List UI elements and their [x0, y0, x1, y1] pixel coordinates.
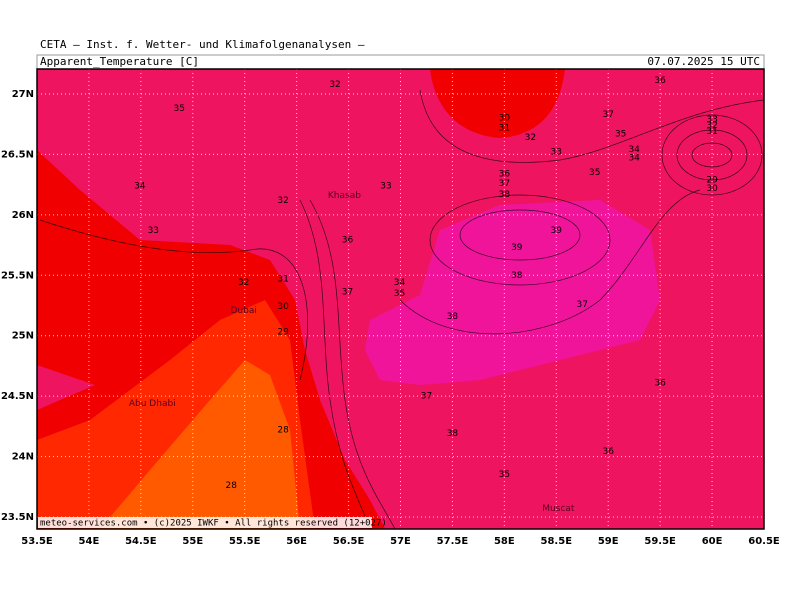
contour-label: 36 — [654, 76, 666, 86]
contour-label: 32 — [238, 278, 249, 288]
contour-label: 37 — [499, 179, 510, 189]
contour-label: 34 — [134, 181, 146, 191]
lat-tick-label: 25.5N — [1, 270, 34, 281]
contour-label: 33 — [148, 226, 159, 236]
contour-label: 29 — [706, 175, 718, 185]
contour-label: 34 — [628, 145, 640, 155]
contour-label: 30 — [706, 184, 718, 194]
variable-name: Apparent_Temperature [C] — [40, 55, 199, 68]
lon-tick-label: 56E — [286, 536, 307, 547]
contour-label: 37 — [421, 392, 432, 402]
lat-tick-label: 27N — [12, 89, 34, 100]
contour-label: 32 — [329, 80, 340, 90]
valid-time: 07.07.2025 15 UTC — [647, 55, 760, 68]
contour-label: 32 — [277, 196, 288, 206]
contour-label: 28 — [277, 425, 289, 435]
lon-tick-label: 57E — [390, 536, 411, 547]
contour-label: 31 — [277, 274, 288, 284]
contour-label: 34 — [628, 154, 640, 164]
contour-label: 39 — [551, 226, 563, 236]
lon-tick-label: 56.5E — [333, 536, 365, 547]
contour-label: 35 — [499, 470, 510, 480]
header-title: CETA — Inst. f. Wetter- und Klimafolgena… — [40, 38, 365, 51]
contour-label: 28 — [225, 481, 237, 491]
lon-tick-label: 54E — [79, 536, 100, 547]
contour-label: 35 — [394, 289, 405, 299]
lat-tick-label: 24.5N — [1, 391, 34, 402]
contour-label: 38 — [447, 312, 459, 322]
place-label: Khasab — [328, 191, 361, 201]
contour-label: 30 — [277, 302, 289, 312]
contour-label: 31 — [706, 127, 717, 137]
contour-label: 36 — [342, 236, 354, 246]
map-frame — [36, 68, 765, 530]
contour-label: 38 — [499, 190, 511, 200]
contour-label: 35 — [174, 104, 185, 114]
contour-label: 32 — [525, 133, 536, 143]
contour-label: 38 — [447, 429, 459, 439]
footer: meteo-services.com • (c)2025 IWKF • All … — [40, 519, 387, 529]
lat-tick-label: 24N — [12, 452, 34, 463]
lon-tick-label: 54.5E — [125, 536, 157, 547]
contour-label: 33 — [706, 115, 717, 125]
contour-label: 35 — [589, 168, 600, 178]
contour-label: 36 — [654, 378, 666, 388]
lon-tick-label: 60E — [702, 536, 723, 547]
lon-tick-label: 57.5E — [437, 536, 469, 547]
contour-label: 33 — [380, 181, 391, 191]
contour-label: 31 — [499, 123, 510, 133]
place-label: Abu Dhabi — [129, 399, 176, 409]
contour-label: 37 — [602, 110, 613, 120]
contour-label: 30 — [499, 114, 511, 124]
lat-tick-label: 26N — [12, 210, 34, 221]
contour-label: 36 — [499, 169, 511, 179]
lon-tick-label: 60.5E — [748, 536, 780, 547]
contour-label: 39 — [511, 243, 523, 253]
contour-label: 37 — [577, 300, 588, 310]
contour-label: 35 — [615, 129, 626, 139]
lat-tick-label: 26.5N — [1, 149, 34, 160]
contour-label: 37 — [342, 288, 353, 298]
place-label: Muscat — [542, 504, 575, 514]
lon-tick-label: 59E — [598, 536, 619, 547]
lat-tick-label: 23.5N — [1, 512, 34, 523]
contour-label: 38 — [511, 271, 523, 281]
lon-tick-label: 58.5E — [541, 536, 573, 547]
contour-label: 33 — [551, 148, 562, 158]
contour-label: 32 — [706, 121, 717, 131]
map-fill — [37, 69, 764, 529]
lon-tick-label: 58E — [494, 536, 515, 547]
footer-box — [38, 517, 372, 528]
contour-label: 29 — [277, 328, 289, 338]
lat-tick-label: 25N — [12, 331, 34, 342]
contour-label: 36 — [602, 447, 614, 457]
contour-label: 34 — [394, 278, 406, 288]
lon-tick-label: 55E — [182, 536, 203, 547]
lon-tick-label: 53.5E — [21, 536, 53, 547]
contour-lines — [39, 89, 764, 529]
lon-tick-label: 55.5E — [229, 536, 261, 547]
lon-tick-label: 59.5E — [644, 536, 676, 547]
place-label: Dubai — [230, 306, 256, 316]
